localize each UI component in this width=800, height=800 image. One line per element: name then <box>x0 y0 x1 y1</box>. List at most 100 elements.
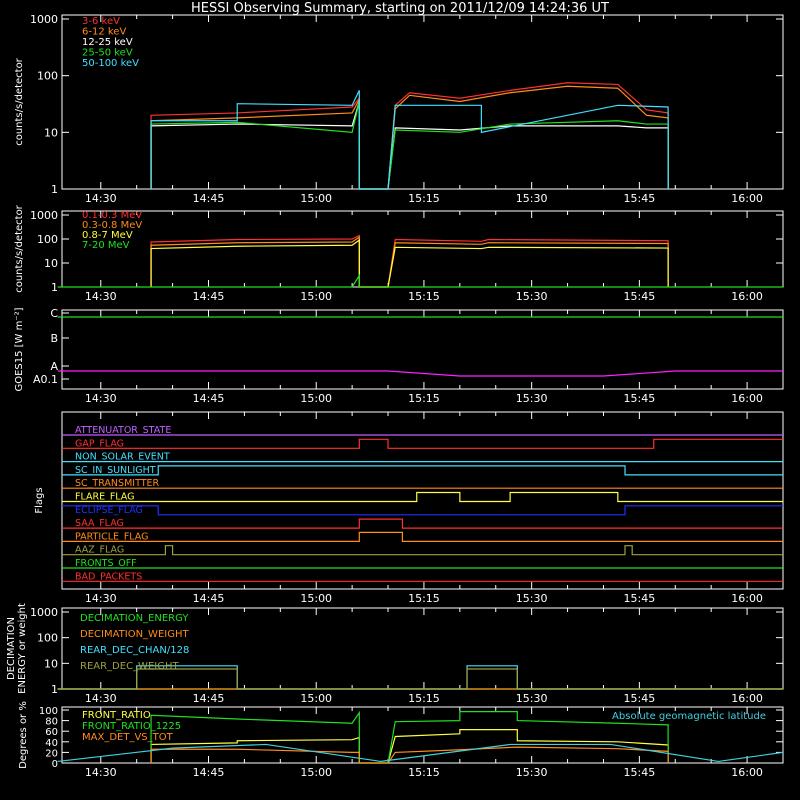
series-line <box>150 101 669 190</box>
flag-line <box>62 505 783 516</box>
x-tick-label: 15:45 <box>624 290 656 303</box>
y-axis-label: Flags <box>34 487 45 513</box>
plot-frame <box>61 706 784 764</box>
x-tick-label: 14:30 <box>85 766 117 779</box>
y-tick-label: C <box>50 307 58 320</box>
flag-label: FLARE_FLAG <box>75 492 135 503</box>
x-tick-label: 15:15 <box>408 692 440 705</box>
x-tick-label: 14:30 <box>85 592 117 605</box>
x-tick-label: 16:00 <box>731 692 763 705</box>
flag-label: AAZ_FLAG <box>75 545 124 556</box>
series-line <box>150 710 669 764</box>
y-tick-label: 1000 <box>30 13 58 26</box>
y-axis-label: DECIMATION <box>6 617 17 680</box>
y-axis-label: Degrees or % <box>18 701 29 769</box>
plot-frame <box>61 210 784 288</box>
y-tick-label: 1 <box>51 281 58 294</box>
y-tick-label: 1 <box>51 183 58 196</box>
y-tick-label: 0 <box>52 759 58 770</box>
y-tick-label: 80 <box>45 717 58 728</box>
flag-label: SC_IN_SUNLIGHT <box>75 465 156 476</box>
series-line <box>150 235 669 288</box>
plot-frame <box>61 411 784 590</box>
x-tick-label: 15:15 <box>408 766 440 779</box>
legend-entry: 50-100 keV <box>82 58 139 69</box>
flag-line <box>62 545 783 556</box>
y-tick-label: 100 <box>37 70 58 83</box>
plot-frame <box>61 14 784 190</box>
flag-label: SC_TRANSMITTER <box>75 478 160 489</box>
x-tick-label: 15:45 <box>624 692 656 705</box>
y-axis-label: GOES15 [W m⁻²] <box>14 307 25 391</box>
x-tick-label: 14:30 <box>85 392 117 405</box>
series-line <box>57 273 783 288</box>
y-tick-label: A <box>50 360 58 373</box>
legend-entry: 0.3-0.8 MeV <box>82 220 142 231</box>
x-tick-label: 15:45 <box>624 592 656 605</box>
x-tick-label: 15:00 <box>300 692 332 705</box>
x-tick-label: 14:30 <box>85 692 117 705</box>
legend-entry: 0.8-7 MeV <box>82 230 133 241</box>
legend-entry: 6-12 keV <box>82 27 126 38</box>
series-line <box>150 82 669 190</box>
series-line <box>57 743 784 763</box>
flag-label: ECLIPSE_FLAG <box>75 505 143 516</box>
legend-entry: 25-50 keV <box>82 48 133 59</box>
x-tick-label: 14:45 <box>193 392 225 405</box>
x-tick-label: 15:30 <box>516 290 548 303</box>
series-line <box>150 729 669 764</box>
x-tick-label: 16:00 <box>731 592 763 605</box>
legend-entry: REAR_DEC_WEIGHT <box>80 661 179 672</box>
x-tick-label: 15:00 <box>300 592 332 605</box>
x-tick-label: 15:30 <box>516 592 548 605</box>
y-tick-label: 1000 <box>30 209 58 222</box>
y-tick-label: 100 <box>39 706 58 717</box>
y-tick-label: A0.1 <box>33 373 58 386</box>
y-axis-label: counts/s/detector <box>14 204 25 292</box>
y-tick-label: 100 <box>37 233 58 246</box>
flag-label: BAD_PACKETS <box>75 571 142 582</box>
x-tick-label: 15:00 <box>300 290 332 303</box>
flag-label: GAP_FLAG <box>75 438 124 449</box>
y-axis-label: counts/s/detector <box>14 57 25 145</box>
x-tick-label: 15:30 <box>516 692 548 705</box>
x-tick-label: 14:45 <box>193 192 225 205</box>
x-tick-label: 15:45 <box>624 392 656 405</box>
flag-label: SAA_FLAG <box>75 518 124 529</box>
x-tick-label: 15:30 <box>516 766 548 779</box>
flag-label: ATTENUATOR_STATE <box>75 425 171 436</box>
flag-line <box>62 465 783 476</box>
x-tick-label: 15:45 <box>624 766 656 779</box>
x-tick-label: 16:00 <box>731 290 763 303</box>
x-tick-label: 15:00 <box>300 766 332 779</box>
legend-entry: 0.1-0.3 MeV <box>82 210 142 221</box>
x-tick-label: 15:15 <box>408 592 440 605</box>
series-line <box>150 85 669 190</box>
x-tick-label: 14:45 <box>193 692 225 705</box>
series-line <box>57 668 783 690</box>
series-line <box>150 746 669 764</box>
legend-entry: 7-20 MeV <box>82 240 130 251</box>
goes-line <box>57 370 783 377</box>
flag-label: PARTICLE_FLAG <box>75 531 148 542</box>
series-line <box>150 238 669 288</box>
legend-entry: REAR_DEC_CHAN/128 <box>80 645 189 656</box>
legend-entry: DECIMATION_ENERGY <box>80 613 189 624</box>
flag-line <box>62 438 783 449</box>
y-tick-label: 10 <box>44 126 58 139</box>
x-tick-label: 15:30 <box>516 192 548 205</box>
series-line <box>150 90 669 190</box>
x-tick-label: 16:00 <box>731 392 763 405</box>
y-tick-label: 10 <box>44 257 58 270</box>
x-tick-label: 15:15 <box>408 192 440 205</box>
y-tick-label: 1 <box>51 683 58 696</box>
flag-label: NON_SOLAR_EVENT <box>75 452 170 463</box>
x-tick-label: 15:45 <box>624 192 656 205</box>
flag-line <box>62 531 783 543</box>
x-tick-label: 15:15 <box>408 392 440 405</box>
y-tick-label: 100 <box>37 632 58 645</box>
x-tick-label: 14:30 <box>85 192 117 205</box>
plot-frame <box>61 309 784 390</box>
x-tick-label: 16:00 <box>731 192 763 205</box>
